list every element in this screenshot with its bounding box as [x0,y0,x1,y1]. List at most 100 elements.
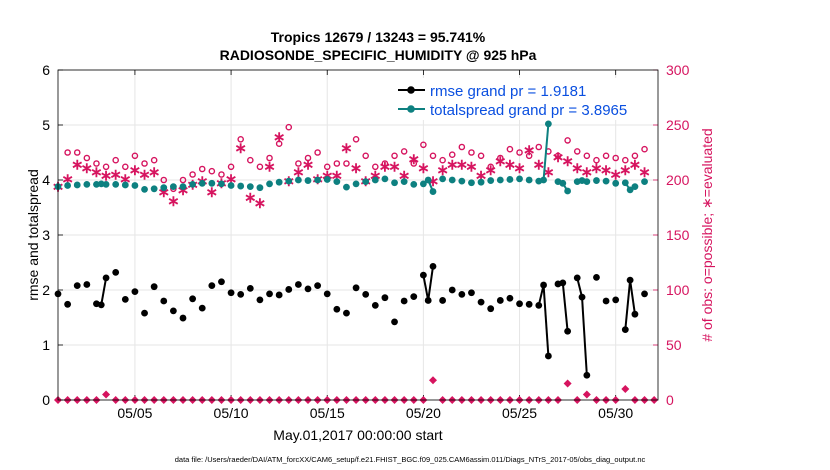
totalspread-point [540,176,547,184]
obs-possible-point [333,160,341,167]
obs-possible-point [372,163,379,171]
totalspread-point [487,177,495,184]
totalspread-point [400,178,408,186]
totalspread-point [189,181,197,188]
obs-low-point [582,390,591,399]
rmse-point [559,279,567,287]
totalspread-point [410,181,418,188]
totalspread-segment [542,123,550,181]
y-right-tick-label: 150 [666,227,690,243]
obs-evaluated-point: ∗ [379,159,392,176]
obs-evaluated-point: ∗ [638,164,651,181]
y-axis-right-label: # of obs: o=possible; ∗=evaluated [699,128,715,341]
totalspread-point [602,177,610,185]
totalspread-point [641,178,648,186]
obs-possible-point [420,141,427,149]
rmse-point [179,314,187,322]
rmse-point [275,291,283,299]
totalspread-point [266,180,273,188]
rmse-point [112,269,120,276]
obs-possible-point [593,156,600,164]
rmse-point [525,300,533,308]
rmse-point [208,282,216,289]
rmse-segment [561,282,569,332]
obs-evaluated-point: ∗ [292,164,305,181]
rmse-point [506,294,514,302]
rmse-point [448,286,456,294]
rmse-segment [427,266,434,301]
obs-possible-point [622,156,629,164]
rmse-point [314,282,322,289]
obs-evaluated-point: ∗ [629,157,642,174]
obs-evaluated-point: ∗ [138,166,151,183]
totalspread-point [506,176,514,183]
obs-evaluated-point: ∗ [244,190,257,207]
y-tick-label: 3 [42,227,50,243]
obs-possible-point [179,176,187,184]
totalspread-point [150,185,158,193]
rmse-point [237,291,245,298]
chart-subtitle: RADIOSONDE_SPECIFIC_HUMIDITY @ 925 hPa [220,47,537,63]
rmse-point [198,304,206,312]
rmse-point [83,281,91,288]
obs-low-point [563,379,572,388]
totalspread-point [626,186,634,194]
obs-possible-point [468,149,475,156]
totalspread-point [285,177,293,185]
obs-possible-point [304,154,312,162]
obs-possible-point [583,152,591,160]
obs-evaluated-point: ∗ [436,162,449,179]
obs-evaluated-point: ∗ [119,171,132,188]
rmse-point [64,300,72,308]
rmse-point [540,281,547,289]
obs-evaluated-point: ∗ [109,166,122,183]
totalspread-point [525,176,533,184]
rmse-segment [100,277,108,306]
obs-possible-point [612,154,619,162]
obs-evaluated-point: ∗ [513,160,526,177]
y-right-tick-label: 300 [666,62,690,78]
x-tick-label: 05/15 [310,405,345,421]
rmse-point [160,297,168,305]
obs-evaluated-point: ∗ [90,164,103,181]
x-tick-label: 05/05 [117,405,152,421]
obs-possible-point [160,176,168,184]
y-right-tick-label: 0 [666,392,674,408]
obs-possible-point [535,143,543,151]
totalspread-point [208,179,216,187]
obs-evaluated-point: ∗ [61,171,74,188]
chart-title: Tropics 12679 / 13243 = 95.741% [271,29,486,45]
obs-evaluated-point: ∗ [225,171,238,188]
obs-possible-point [343,160,350,167]
obs-possible-point [131,152,139,160]
obs-possible-point [275,140,283,147]
rmse-point [458,291,466,298]
obs-possible-point [237,135,244,143]
rmse-point [352,284,360,292]
y-right-tick-label: 50 [666,337,682,353]
totalspread-point [381,175,389,183]
rmse-point [304,285,312,293]
obs-evaluated-point: ∗ [475,168,488,185]
rmse-point [410,293,418,300]
rmse-point [323,290,331,298]
plot-frame [57,69,659,401]
obs-possible-point [487,163,494,171]
totalspread-point [424,176,432,184]
obs-possible-point [400,148,408,155]
totalspread-point [294,176,302,184]
obs-possible-point [458,143,466,151]
obs-possible-point [554,152,562,160]
obs-possible-point [497,154,504,162]
obs-possible-point [410,160,418,167]
legend-rmse-marker [407,86,415,94]
totalspread-point [121,181,129,189]
totalspread-point [343,183,350,191]
totalspread-point [439,175,447,183]
totalspread-point [160,184,168,192]
legend-spread-label: totalspread grand pr = 3.8965 [430,102,627,119]
obs-possible-point [352,135,360,143]
obs-evaluated-point: ∗ [302,157,315,174]
rmse-point [424,297,432,304]
